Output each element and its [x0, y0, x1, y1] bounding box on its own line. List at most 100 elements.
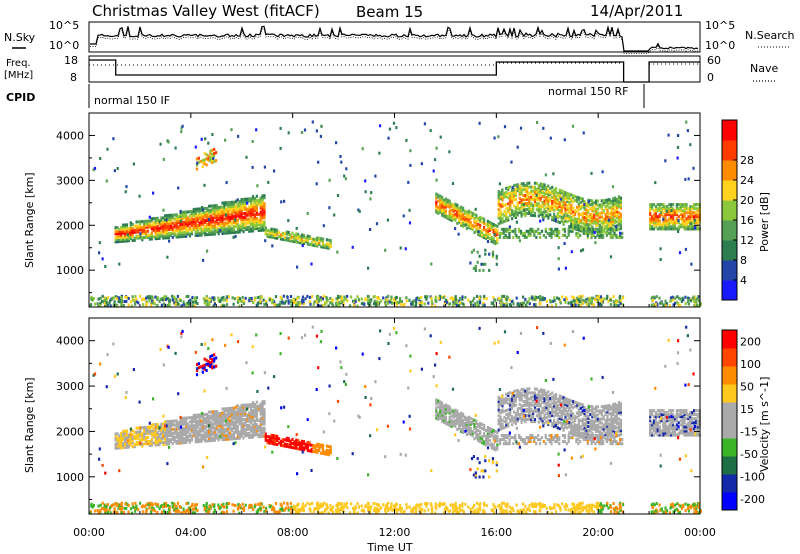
- power-cell: [246, 209, 249, 213]
- power-cell: [567, 231, 570, 235]
- power-cell: [164, 224, 167, 228]
- power-cell: [672, 217, 675, 221]
- power-cell: [196, 223, 199, 227]
- power-cell: [240, 224, 243, 228]
- power-cell: [691, 219, 694, 223]
- power-cell: [261, 196, 264, 200]
- power-cell: [325, 244, 328, 248]
- power-cell: [125, 185, 128, 189]
- velocity-cell: [145, 442, 148, 446]
- velocity-cell: [194, 417, 197, 421]
- power-cell: [604, 225, 607, 229]
- velocity-cell: [225, 415, 228, 419]
- power-cell: [437, 195, 440, 199]
- power-cell: [124, 237, 127, 241]
- power-cell: [612, 207, 615, 211]
- velocity-cell: [444, 407, 447, 411]
- velocity-cell: [143, 436, 146, 440]
- power-cell: [611, 185, 615, 189]
- power-cell: [206, 219, 209, 222]
- velocity-cell: [211, 430, 214, 434]
- velocity-cell: [435, 412, 438, 416]
- power-cell: [133, 230, 136, 234]
- power-cell: [399, 246, 402, 250]
- power-cell: [554, 189, 558, 193]
- velocity-cell: [171, 438, 174, 441]
- power-cell: [474, 266, 477, 270]
- power-cell: [437, 207, 440, 211]
- power-cell: [559, 301, 562, 305]
- power-cell: [689, 213, 692, 217]
- power-cell: [180, 304, 183, 308]
- velocity-cell: [439, 404, 442, 408]
- power-cell: [321, 241, 325, 245]
- velocity-cell: [475, 428, 478, 431]
- velocity-cell: [236, 414, 239, 418]
- power-cell: [175, 223, 178, 227]
- power-cell: [223, 221, 226, 225]
- power-cell: [491, 252, 495, 256]
- power-cell: [585, 208, 588, 212]
- power-cell: [141, 238, 144, 242]
- velocity-cell: [230, 419, 234, 422]
- power-cell: [589, 207, 592, 211]
- power-cell: [98, 241, 101, 245]
- power-cell: [150, 223, 153, 227]
- power-cell: [527, 233, 530, 237]
- power-cell: [248, 197, 251, 201]
- velocity-cell: [458, 420, 461, 424]
- power-cell: [462, 208, 465, 212]
- velocity-cell: [236, 428, 239, 432]
- power-cell: [219, 211, 222, 215]
- power-cell: [279, 235, 283, 239]
- velocity-cell: [145, 436, 148, 440]
- velocity-cell: [452, 423, 455, 427]
- velocity-cell: [251, 415, 255, 419]
- power-cell: [166, 216, 169, 220]
- power-cell: [244, 228, 247, 232]
- velocity-cell: [441, 419, 444, 423]
- power-cell: [302, 233, 305, 237]
- power-cell: [232, 235, 235, 239]
- power-cell: [679, 223, 682, 227]
- power-cell: [192, 218, 195, 221]
- power-cell: [177, 233, 180, 237]
- power-cell: [110, 297, 114, 301]
- power-cell: [221, 211, 224, 215]
- velocity-cell: [198, 433, 201, 437]
- power-cell: [208, 210, 211, 214]
- velocity-cell: [188, 426, 192, 430]
- power-cell: [148, 223, 151, 227]
- power-cell: [287, 301, 290, 305]
- power-cell: [465, 226, 468, 230]
- power-cell: [250, 201, 253, 205]
- power-cell: [547, 208, 550, 212]
- power-cell: [670, 219, 673, 223]
- power-cell: [150, 303, 153, 307]
- power-cell: [248, 205, 251, 209]
- power-cell: [670, 211, 673, 215]
- power-cell: [655, 295, 658, 299]
- velocity-cell: [122, 429, 125, 433]
- power-cell: [131, 295, 134, 299]
- power-cell: [600, 207, 603, 211]
- power-cell: [213, 216, 216, 220]
- power-cell: [177, 215, 180, 219]
- power-cell: [225, 201, 228, 205]
- power-cell: [213, 228, 216, 232]
- velocity-cell: [300, 441, 304, 445]
- velocity-cell: [120, 434, 123, 437]
- velocity-cell: [185, 434, 188, 438]
- power-cell: [227, 211, 230, 215]
- velocity-cell: [272, 436, 275, 440]
- power-cell: [175, 229, 178, 233]
- power-cell: [279, 237, 283, 241]
- power-cell: [328, 206, 331, 210]
- power-cell: [697, 299, 700, 302]
- power-cell: [666, 219, 669, 223]
- velocity-cell: [162, 428, 165, 432]
- power-cell: [462, 212, 465, 216]
- power-cell: [435, 300, 438, 304]
- velocity-cell: [238, 422, 241, 426]
- power-cell: [581, 301, 585, 305]
